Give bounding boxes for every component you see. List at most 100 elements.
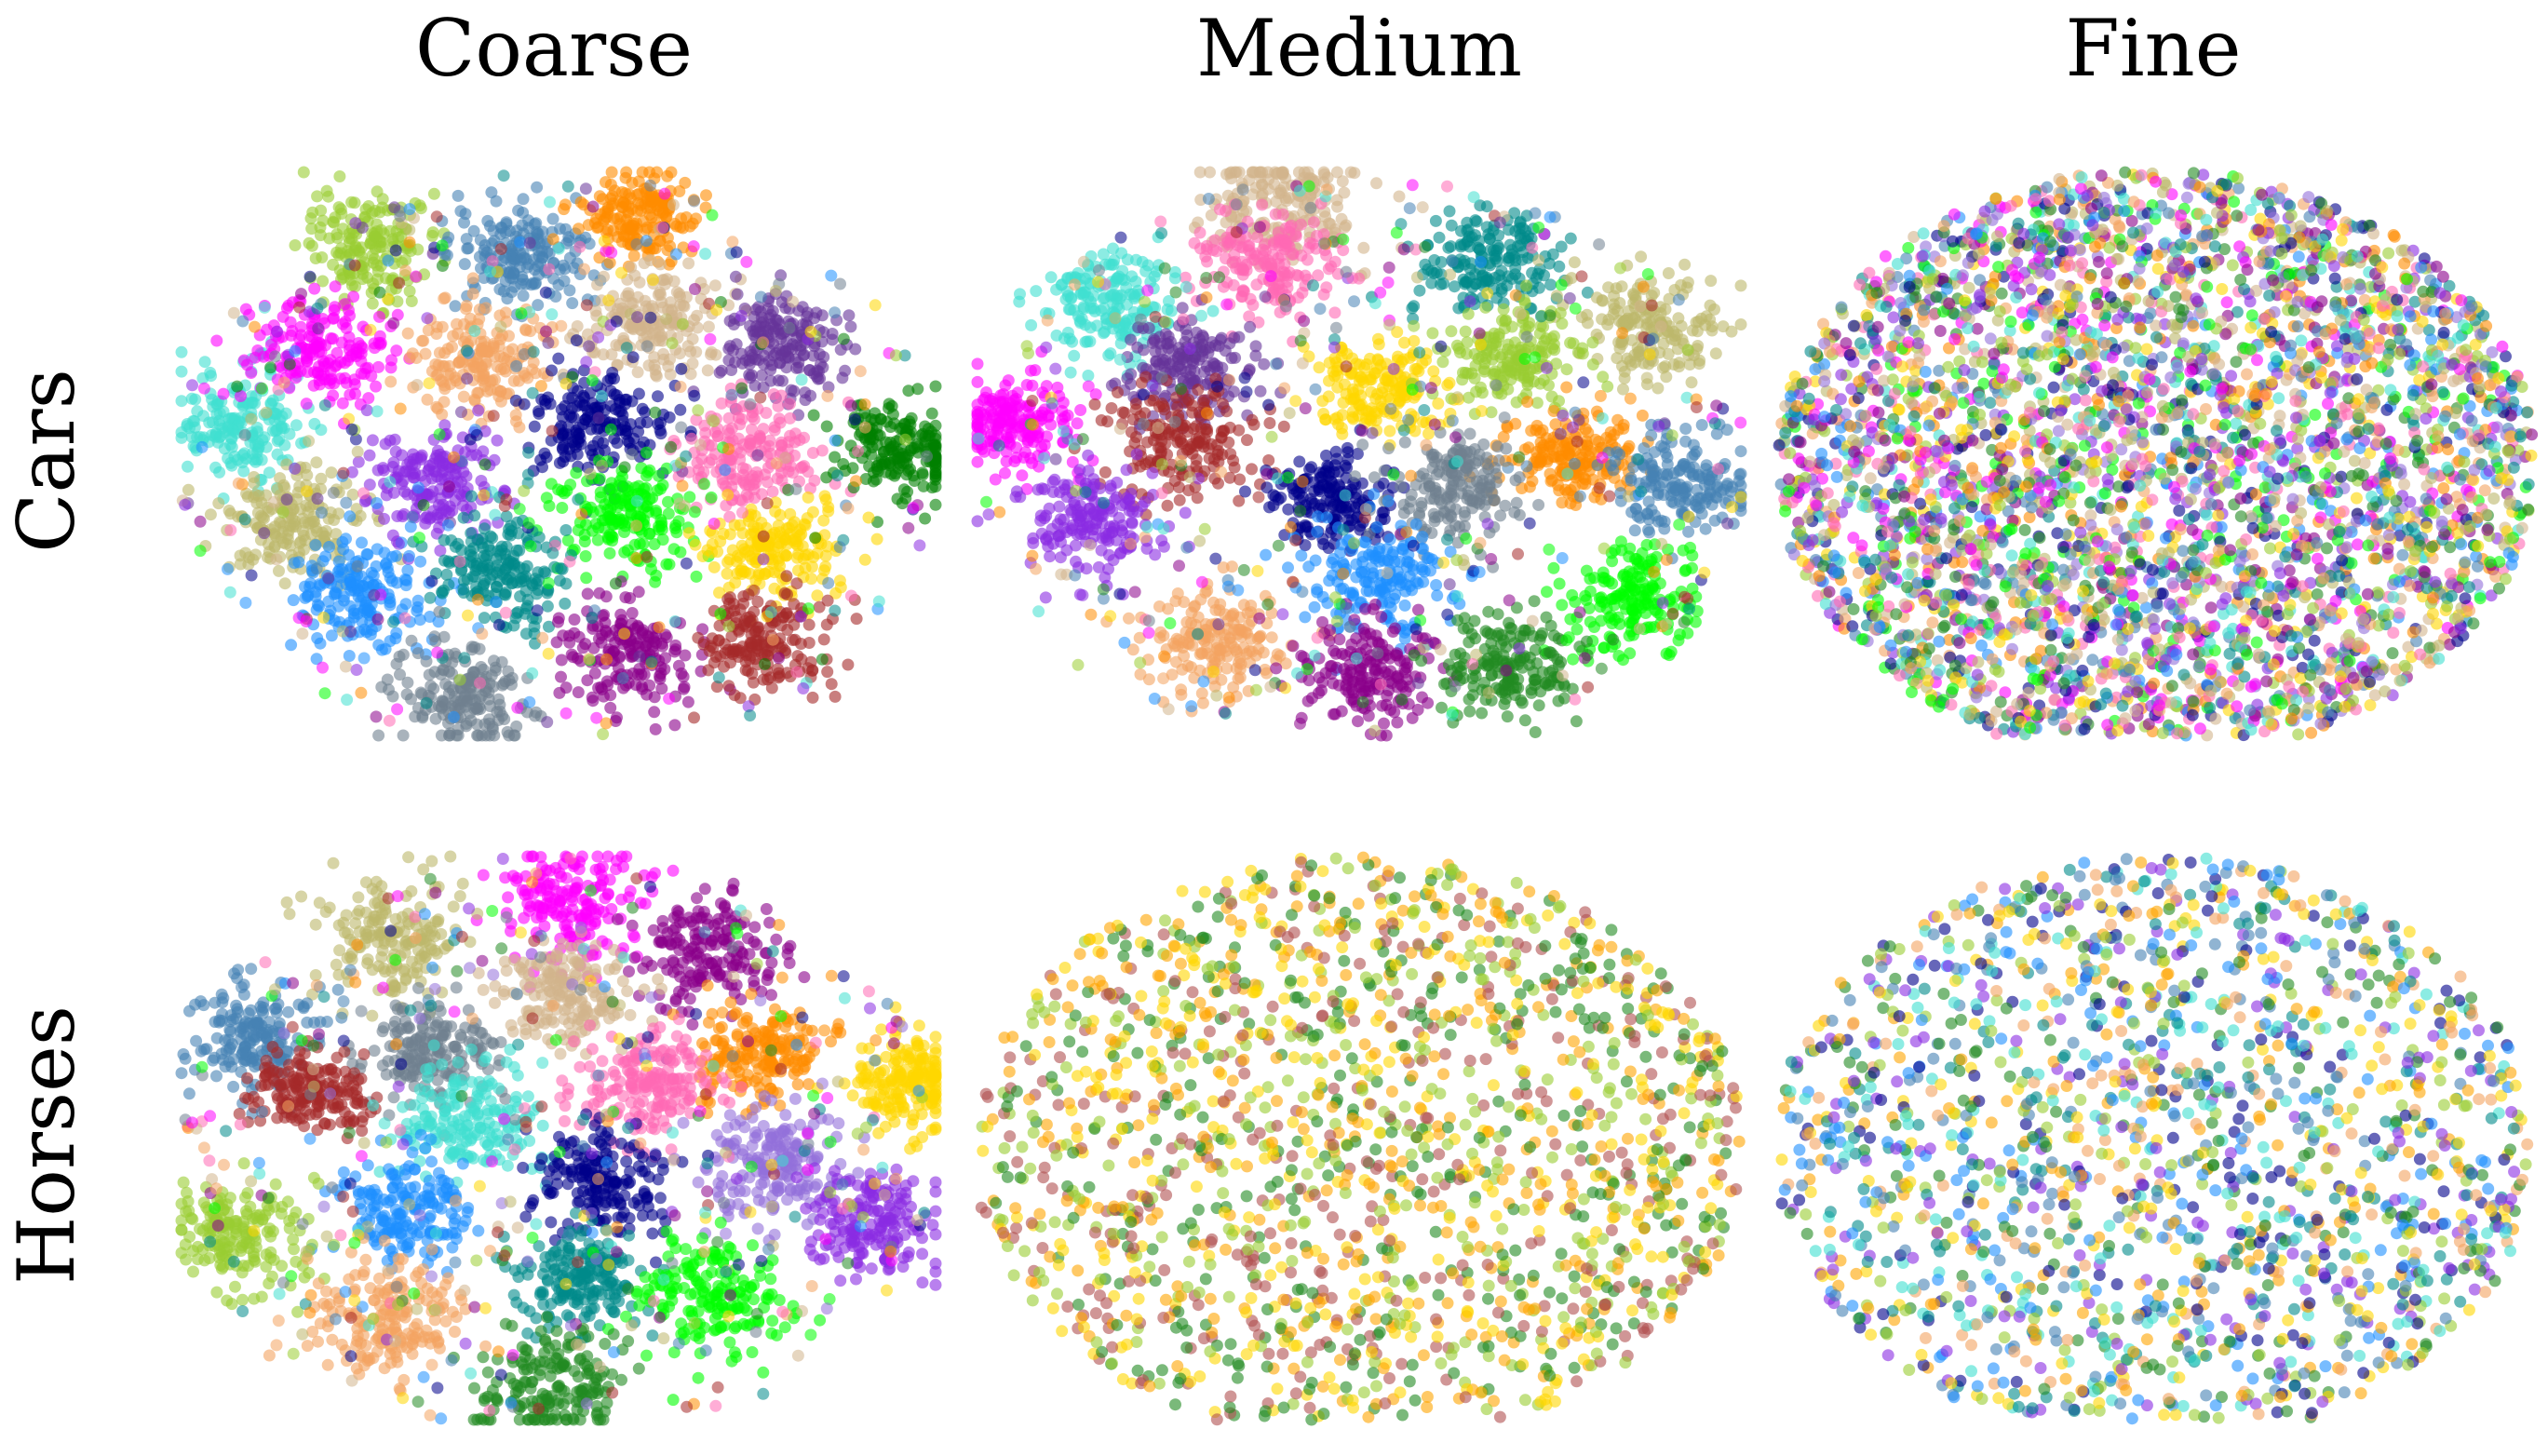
- point-cars-coarse: [217, 387, 230, 400]
- point-cars-coarse: [786, 519, 799, 532]
- point-cars-coarse: [553, 574, 566, 587]
- point-cars-coarse: [399, 264, 412, 277]
- point-cars-coarse: [552, 278, 565, 291]
- point-cars-coarse: [677, 299, 690, 312]
- point-cars-coarse: [588, 667, 601, 680]
- point-cars-coarse: [858, 398, 871, 411]
- point-cars-medium: [1121, 253, 1134, 266]
- point-cars-coarse: [556, 502, 569, 514]
- point-cars-coarse: [271, 325, 284, 338]
- point-cars-coarse: [344, 388, 357, 401]
- point-cars-coarse: [473, 700, 486, 713]
- point-cars-coarse: [690, 413, 703, 426]
- point-cars-coarse: [676, 479, 689, 492]
- point-cars-coarse: [310, 562, 323, 575]
- point-cars-coarse: [626, 607, 639, 619]
- point-cars-coarse: [742, 545, 755, 558]
- point-cars-coarse: [414, 555, 427, 568]
- point-cars-coarse: [667, 198, 680, 211]
- point-cars-coarse: [825, 269, 838, 282]
- point-cars-coarse: [271, 448, 284, 461]
- point-cars-coarse: [668, 719, 681, 732]
- point-cars-coarse: [297, 166, 310, 179]
- point-cars-coarse: [416, 334, 428, 347]
- point-cars-medium: [1104, 347, 1117, 360]
- point-cars-coarse: [630, 237, 643, 250]
- point-cars-coarse: [407, 448, 420, 461]
- point-cars-coarse: [270, 553, 283, 566]
- point-cars-coarse: [728, 689, 741, 702]
- point-cars-coarse: [373, 310, 385, 323]
- point-cars-coarse: [276, 422, 288, 435]
- point-cars-medium: [1081, 335, 1094, 348]
- point-cars-coarse: [388, 201, 401, 214]
- point-cars-coarse: [255, 382, 268, 395]
- point-cars-coarse: [344, 510, 357, 523]
- point-cars-coarse: [494, 363, 507, 376]
- point-cars-coarse: [889, 349, 902, 362]
- point-cars-coarse: [370, 710, 383, 723]
- point-cars-coarse: [497, 285, 510, 298]
- point-cars-coarse: [618, 526, 630, 538]
- point-cars-medium: [1270, 168, 1283, 180]
- point-cars-coarse: [772, 399, 785, 412]
- point-cars-coarse: [310, 653, 323, 666]
- point-cars-coarse: [630, 188, 643, 201]
- point-cars-coarse: [831, 469, 843, 482]
- point-cars-coarse: [544, 195, 556, 209]
- point-cars-coarse: [782, 465, 795, 478]
- point-cars-medium: [1179, 271, 1192, 284]
- point-cars-coarse: [413, 532, 425, 545]
- point-cars-coarse: [690, 212, 703, 225]
- point-cars-coarse: [752, 625, 765, 638]
- point-cars-coarse: [817, 351, 830, 363]
- point-cars-coarse: [515, 307, 528, 320]
- point-cars-coarse: [461, 242, 474, 255]
- point-cars-coarse: [261, 323, 274, 336]
- point-cars-coarse: [602, 294, 615, 307]
- point-cars-medium: [1370, 177, 1382, 190]
- point-cars-coarse: [479, 358, 492, 371]
- point-cars-medium: [1470, 215, 1483, 228]
- point-cars-coarse: [538, 565, 551, 578]
- point-cars-coarse: [829, 306, 842, 319]
- point-cars-coarse: [627, 223, 640, 236]
- point-cars-coarse: [613, 195, 626, 208]
- point-cars-coarse: [311, 492, 324, 506]
- point-cars-coarse: [768, 582, 781, 595]
- point-cars-coarse: [758, 648, 771, 661]
- point-cars-coarse: [539, 398, 552, 411]
- point-cars-coarse: [559, 707, 573, 720]
- point-cars-coarse: [459, 689, 472, 702]
- point-cars-coarse: [790, 666, 803, 679]
- point-cars-medium: [1050, 329, 1063, 342]
- point-cars-medium: [1237, 285, 1250, 298]
- point-cars-medium: [1312, 269, 1325, 282]
- point-cars-medium: [1704, 313, 1717, 326]
- point-cars-medium: [1283, 225, 1296, 238]
- point-cars-coarse: [822, 505, 835, 518]
- point-cars-coarse: [790, 577, 803, 590]
- point-cars-medium: [1596, 294, 1609, 306]
- point-cars-coarse: [769, 285, 782, 297]
- point-cars-coarse: [324, 354, 337, 367]
- point-cars-coarse: [194, 515, 207, 528]
- point-cars-coarse: [601, 504, 614, 516]
- point-cars-coarse: [282, 299, 295, 312]
- point-cars-medium: [1256, 179, 1269, 192]
- point-cars-coarse: [433, 428, 446, 441]
- point-cars-coarse: [577, 198, 590, 211]
- point-cars-coarse: [317, 275, 330, 288]
- point-cars-coarse: [451, 317, 463, 330]
- point-cars-coarse: [719, 464, 732, 477]
- point-cars-coarse: [195, 440, 209, 453]
- point-cars-coarse: [443, 359, 456, 372]
- point-cars-coarse: [371, 497, 383, 509]
- point-cars-coarse: [702, 320, 715, 333]
- point-cars-medium: [1240, 205, 1253, 218]
- point-cars-coarse: [674, 381, 687, 393]
- point-cars-coarse: [690, 570, 703, 583]
- point-cars-coarse: [329, 280, 342, 293]
- point-cars-medium: [1654, 307, 1667, 319]
- point-cars-coarse: [743, 357, 756, 371]
